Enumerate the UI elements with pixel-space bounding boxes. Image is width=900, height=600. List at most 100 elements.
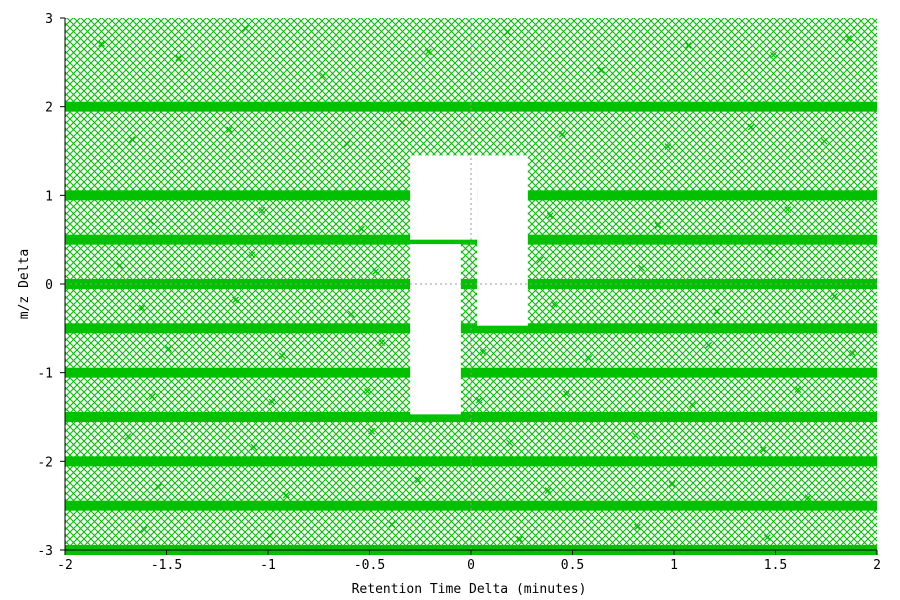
- data-point: [337, 370, 345, 377]
- data-point: [79, 235, 87, 243]
- data-point: [743, 325, 751, 333]
- x-tick-label: 0: [467, 558, 475, 573]
- data-point: [475, 396, 483, 404]
- x-axis-ticks: -2 -1.5 -1 -0.5 0 0.5 1 1.5 2: [57, 550, 881, 573]
- data-point: [388, 520, 396, 528]
- data-point: [319, 72, 327, 80]
- y-tick-label: 2: [45, 101, 53, 116]
- data-point: [784, 206, 792, 213]
- data-point: [664, 143, 672, 150]
- data-point: [146, 217, 154, 225]
- data-point: [532, 279, 540, 287]
- data-point: [694, 235, 702, 243]
- data-point: [98, 40, 105, 48]
- data-point: [209, 237, 217, 244]
- data-point: [368, 427, 375, 435]
- y-tick-label: 1: [45, 189, 53, 204]
- data-point: [148, 393, 156, 401]
- data-point: [301, 190, 308, 197]
- data-point: [839, 190, 846, 197]
- data-point: [238, 501, 246, 509]
- data-point: [288, 281, 296, 289]
- dense-band: [65, 101, 877, 112]
- data-point: [323, 325, 331, 333]
- data-point: [191, 412, 199, 420]
- data-point: [339, 457, 347, 464]
- data-point: [81, 545, 89, 553]
- data-point: [382, 105, 390, 113]
- data-point: [763, 534, 771, 542]
- data-point: [814, 237, 822, 244]
- data-point: [463, 326, 471, 334]
- data-point: [770, 51, 777, 59]
- data-point: [250, 443, 258, 451]
- data-point: [504, 28, 511, 36]
- data-point: [597, 66, 605, 74]
- data-point: [747, 123, 755, 131]
- x-tick-label: -1.5: [151, 558, 182, 573]
- data-point: [512, 324, 520, 332]
- data-point: [585, 355, 593, 362]
- data-point: [849, 349, 857, 357]
- data-point: [353, 502, 361, 510]
- data-point: [75, 414, 83, 422]
- x-tick-label: -0.5: [354, 558, 385, 573]
- data-point: [451, 457, 459, 465]
- data-point: [94, 457, 101, 465]
- data-point: [205, 458, 213, 466]
- data-point: [621, 191, 629, 198]
- data-point: [591, 545, 599, 553]
- data-point: [232, 296, 239, 304]
- data-point: [516, 535, 524, 543]
- data-point: [85, 191, 93, 198]
- data-point: [372, 268, 380, 276]
- data-point: [197, 192, 205, 200]
- data-point: [242, 25, 250, 33]
- data-point: [347, 310, 355, 318]
- data-point: [71, 105, 79, 112]
- data-point: [648, 104, 656, 111]
- data-point: [396, 280, 404, 288]
- data-point: [826, 457, 834, 464]
- data-point: [331, 545, 339, 553]
- data-point: [800, 281, 808, 289]
- data-point: [343, 140, 351, 148]
- data-point: [684, 42, 692, 49]
- y-axis-ticks: -3 -2 -1 0 1 2 3: [37, 12, 65, 559]
- empty-region: [410, 155, 478, 240]
- data-point: [522, 413, 530, 421]
- data-point: [424, 416, 432, 424]
- data-point: [654, 222, 662, 229]
- data-point: [851, 503, 859, 510]
- origin-crosshair: [65, 18, 877, 550]
- data-point: [110, 503, 118, 510]
- data-point: [215, 324, 223, 331]
- x-tick-label: 1.5: [764, 558, 787, 573]
- y-axis-title: m/z Delta: [17, 249, 32, 319]
- data-point: [863, 545, 871, 553]
- data-point: [400, 234, 408, 242]
- data-point: [258, 206, 266, 214]
- data-point: [820, 137, 828, 145]
- data-point: [776, 412, 783, 420]
- x-tick-label: 2: [873, 558, 881, 573]
- data-point: [705, 341, 712, 349]
- data-point: [729, 501, 737, 509]
- x-tick-label: 1: [670, 558, 678, 573]
- data-point: [546, 212, 554, 220]
- data-point: [530, 191, 538, 199]
- data-point: [558, 130, 566, 138]
- data-point: [506, 439, 513, 447]
- data-point: [794, 386, 802, 393]
- y-tick-label: 0: [45, 278, 53, 293]
- data-point: [268, 398, 276, 406]
- data-point: [138, 304, 146, 312]
- dense-band: [65, 500, 877, 511]
- data-point: [116, 261, 124, 269]
- data-point: [737, 368, 745, 376]
- data-point: [159, 101, 166, 109]
- data-point: [562, 390, 570, 398]
- x-tick-label: 0.5: [561, 558, 584, 573]
- data-point: [378, 339, 386, 346]
